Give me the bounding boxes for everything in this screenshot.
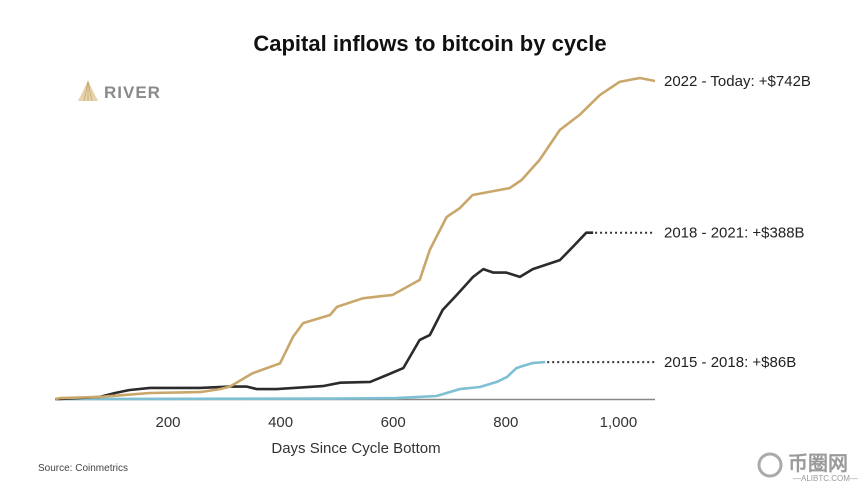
watermark-subtext: —ALIBTC.COM—	[793, 474, 858, 483]
series-end-label: 2018 - 2021: +$388B	[664, 225, 805, 242]
river-logo-text: RIVER	[104, 83, 161, 102]
x-axis-label: Days Since Cycle Bottom	[271, 440, 440, 457]
x-tick-label: 200	[155, 414, 180, 431]
watermark-text: 币圈网	[788, 452, 848, 475]
series-end-label: 2022 - Today: +$742B	[664, 73, 811, 90]
x-tick-label: 800	[493, 414, 518, 431]
river-logo-icon	[78, 80, 98, 102]
series-end-label: 2015 - 2018: +$86B	[664, 354, 796, 371]
x-tick-label: 1,000	[600, 414, 638, 431]
series-line-2015-2018	[55, 360, 546, 401]
x-ticks: 200 400 600 800 1,000	[155, 414, 637, 431]
watermark: 币圈网 —ALIBTC.COM—	[757, 452, 858, 483]
x-tick-label: 600	[381, 414, 406, 431]
series-line-2022-	[55, 76, 656, 401]
chart-title: Capital inflows to bitcoin by cycle	[253, 31, 606, 56]
source-note: Source: Coinmetrics	[38, 463, 128, 474]
series-group: 2015 - 2018: +$86B 2018 - 2021: +$388B 202…	[55, 73, 811, 401]
series-line-2018-2021	[55, 231, 594, 401]
x-tick-label: 400	[268, 414, 293, 431]
watermark-logo-icon	[757, 452, 783, 478]
river-logo: RIVER	[78, 80, 161, 102]
